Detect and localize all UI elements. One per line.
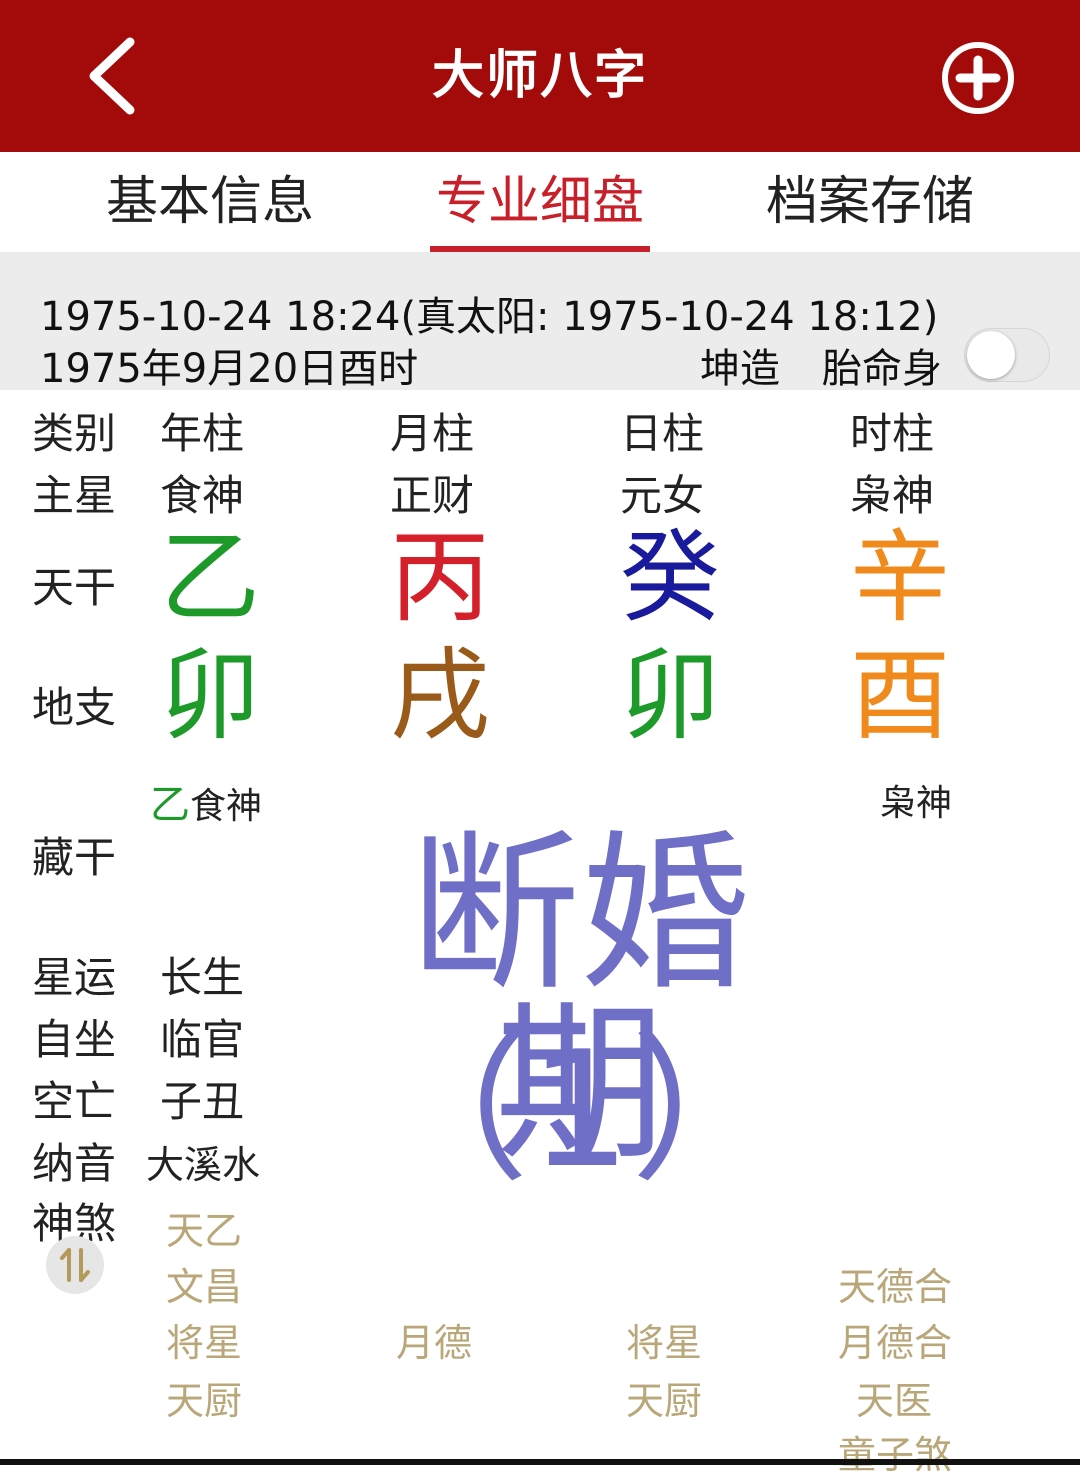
row-label-main-star: 主星 [32, 471, 117, 520]
branch-year: 卯 [160, 637, 260, 754]
lunar-datetime: 1975年9月20日酉时 [40, 346, 419, 392]
row-label-heavenly-stem: 天干 [32, 563, 117, 612]
header-year-pillar: 年柱 [160, 409, 245, 458]
shensha-day-2: 天厨 [626, 1379, 703, 1423]
header-hour-pillar: 时柱 [850, 409, 935, 458]
tab-professional-chart[interactable]: 专业细盘 [435, 172, 644, 232]
row-label-self-sitting: 自坐 [32, 1015, 117, 1064]
tab-archive-storage[interactable]: 档案存储 [765, 172, 974, 232]
row-label-hidden-stems: 藏干 [32, 833, 117, 882]
branch-month: 戌 [390, 637, 490, 754]
header-month-pillar: 月柱 [390, 409, 475, 458]
bottom-edge [0, 1459, 1080, 1465]
taiming-toggle[interactable] [964, 328, 1050, 382]
branch-day: 卯 [620, 637, 720, 754]
stem-year: 乙 [160, 519, 260, 636]
taiming-toggle-label: 胎命身 [822, 346, 942, 392]
shensha-year-2: 文昌 [166, 1265, 243, 1309]
row-label-star-fortune: 星运 [32, 953, 117, 1002]
row-label-category: 类别 [32, 409, 117, 458]
header-day-pillar: 日柱 [620, 409, 705, 458]
main-star-month: 正财 [390, 471, 475, 520]
app-title: 大师八字 [431, 46, 648, 106]
shensha-year-3: 将星 [166, 1321, 243, 1365]
active-tab-indicator [430, 246, 650, 252]
shensha-year-1: 天乙 [166, 1209, 243, 1253]
main-star-hour: 枭神 [850, 471, 935, 520]
shensha-hour-3: 天医 [856, 1379, 933, 1423]
hidden-stem-hour-god: 枭神 [880, 783, 953, 824]
birth-info-panel: 1975-10-24 18:24(真太阳: 1975-10-24 18:12) … [0, 252, 1080, 392]
hidden-stem-year-char: 乙 [150, 782, 190, 828]
shensha-year-4: 天厨 [166, 1379, 243, 1423]
toggle-knob [967, 331, 1015, 379]
void-year: 子丑 [160, 1077, 245, 1126]
nayin-year: 大溪水 [146, 1143, 261, 1187]
self-sitting-year: 临官 [160, 1015, 245, 1064]
top-app-bar: 大师八字 [0, 0, 1080, 152]
tab-bar: 基本信息 专业细盘 档案存储 [0, 152, 1080, 252]
plus-circle-icon[interactable] [938, 38, 1018, 118]
branch-hour: 酉 [850, 637, 950, 754]
solar-datetime: 1975-10-24 18:24(真太阳: 1975-10-24 18:12) [40, 294, 939, 340]
chevron-left-icon[interactable] [78, 36, 148, 116]
stem-hour: 辛 [850, 519, 950, 636]
watermark-title: 断婚期 [409, 816, 750, 1184]
row-label-earthly-branch: 地支 [32, 683, 117, 732]
row-label-void: 空亡 [32, 1077, 117, 1126]
shensha-hour-4: 童子煞 [838, 1433, 953, 1477]
main-star-year: 食神 [160, 471, 245, 520]
hidden-stem-year: 乙食神 [150, 772, 262, 830]
gender-label: 坤造 [700, 346, 780, 392]
stem-month: 丙 [390, 519, 490, 636]
shensha-day-1: 将星 [626, 1321, 703, 1365]
watermark-subtitle: （1） [369, 1016, 791, 1203]
shensha-month-1: 月德 [396, 1321, 473, 1365]
star-fortune-year: 长生 [160, 953, 245, 1002]
stem-day: 癸 [620, 519, 720, 636]
row-label-nayin: 纳音 [32, 1139, 117, 1188]
tab-basic-info[interactable]: 基本信息 [105, 172, 314, 232]
shensha-hour-2: 月德合 [838, 1321, 953, 1365]
hidden-stem-year-god: 食神 [190, 786, 263, 827]
shensha-hour-1: 天德合 [838, 1265, 953, 1309]
main-star-day: 元女 [620, 471, 705, 520]
swap-vertical-icon[interactable] [46, 1236, 104, 1294]
